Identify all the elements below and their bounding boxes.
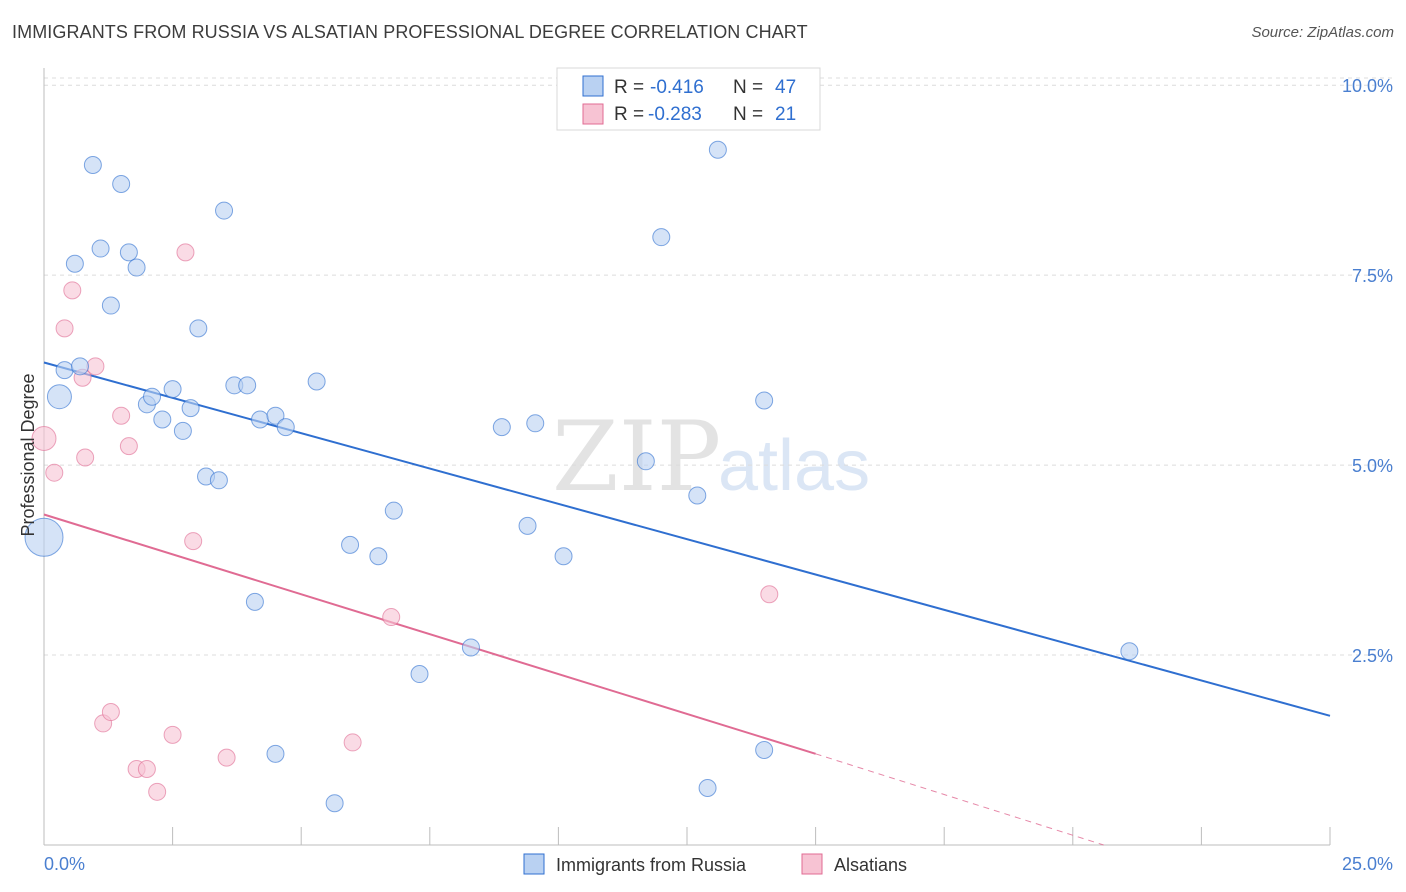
x-tick-label-min: 0.0%	[44, 854, 85, 874]
point-russia	[112, 174, 131, 193]
point-alsatian	[31, 426, 57, 452]
chart-title: IMMIGRANTS FROM RUSSIA VS ALSATIAN PROFE…	[12, 22, 808, 42]
axes	[43, 68, 1331, 846]
point-alsatian	[148, 782, 167, 801]
point-russia	[526, 414, 545, 433]
bottom-legend-label-alsatian: Alsatians	[834, 855, 907, 875]
point-russia	[24, 517, 64, 557]
point-russia	[652, 228, 671, 247]
point-alsatian	[45, 463, 64, 482]
gridlines	[44, 77, 1392, 656]
point-russia	[91, 239, 110, 258]
point-russia	[266, 744, 285, 763]
point-alsatian	[343, 733, 362, 752]
legend-r-value-alsatian: -0.283	[648, 104, 702, 125]
point-russia	[554, 547, 573, 566]
trend-line-alsatian	[43, 513, 816, 755]
bottom-legend-swatch-russia	[523, 853, 545, 875]
point-alsatian	[63, 281, 82, 300]
legend-n-value-alsatian: 21	[775, 104, 796, 125]
point-russia	[209, 471, 228, 490]
point-russia	[55, 361, 74, 380]
point-russia	[143, 387, 162, 406]
y-tick-label: 2.5%	[1352, 646, 1393, 666]
point-russia	[276, 418, 295, 437]
point-russia	[1120, 642, 1139, 661]
legend-r-value-russia: -0.416	[650, 77, 704, 98]
y-tick-label: 10.0%	[1342, 76, 1393, 96]
point-russia	[83, 155, 102, 174]
point-russia	[163, 380, 182, 399]
legend-n-value-russia: 47	[775, 77, 796, 98]
point-alsatian	[101, 703, 120, 722]
bottom-legend-label-russia: Immigrants from Russia	[556, 855, 747, 875]
legend-swatch-alsatian	[582, 103, 604, 125]
point-russia	[410, 665, 429, 684]
point-russia	[127, 258, 146, 277]
point-alsatian	[76, 448, 95, 467]
point-russia	[755, 741, 774, 760]
source-label: Source: ZipAtlas.com	[1251, 24, 1394, 41]
point-alsatian	[86, 357, 105, 376]
trend-line-alsatian-extension	[815, 753, 1104, 846]
point-russia	[251, 410, 270, 429]
y-tick-labels: 2.5% 5.0% 7.5% 10.0%	[1342, 76, 1393, 666]
point-russia	[384, 501, 403, 520]
point-alsatian	[137, 760, 156, 779]
point-russia	[266, 406, 285, 425]
point-russia	[238, 376, 257, 395]
point-russia	[71, 357, 90, 376]
point-alsatian	[55, 319, 74, 338]
point-russia	[325, 794, 344, 813]
point-russia	[755, 391, 774, 410]
point-russia	[245, 592, 264, 611]
point-russia	[46, 384, 72, 410]
point-russia	[65, 254, 84, 273]
point-russia	[173, 421, 192, 440]
point-russia	[189, 319, 208, 338]
point-russia	[341, 535, 360, 554]
bottom-legend-swatch-alsatian	[801, 853, 823, 875]
legend-swatch-russia	[582, 75, 604, 97]
point-alsatian	[184, 532, 203, 551]
point-russia	[708, 140, 727, 159]
point-russia	[101, 296, 120, 315]
point-russia	[698, 779, 717, 798]
legend-r-label-alsatian: R =	[614, 104, 644, 125]
point-alsatian	[112, 406, 131, 425]
point-alsatian	[163, 725, 182, 744]
bottom-legend: Immigrants from Russia Alsatians	[523, 853, 907, 875]
point-russia	[307, 372, 326, 391]
point-russia	[518, 516, 537, 535]
point-alsatian	[217, 748, 236, 767]
point-russia	[369, 547, 388, 566]
point-russia	[461, 638, 480, 657]
data-points	[24, 140, 1139, 813]
point-alsatian	[176, 243, 195, 262]
point-russia	[492, 418, 511, 437]
point-russia	[636, 452, 655, 471]
point-alsatian	[119, 437, 138, 456]
y-tick-label: 5.0%	[1352, 456, 1393, 476]
point-alsatian	[382, 608, 401, 627]
point-russia	[181, 399, 200, 418]
legend-r-label-russia: R =	[614, 77, 644, 98]
x-tick-label-max: 25.0%	[1342, 854, 1393, 874]
watermark-atlas: atlas	[718, 426, 870, 506]
point-russia	[153, 410, 172, 429]
legend-n-label-russia: N =	[733, 77, 763, 98]
y-tick-label: 7.5%	[1352, 266, 1393, 286]
legend-box: R = -0.416 N = 47 R = -0.283 N = 21	[556, 67, 821, 131]
legend-n-label-alsatian: N =	[733, 104, 763, 125]
point-russia	[688, 486, 707, 505]
point-alsatian	[760, 585, 779, 604]
y-axis-label: Professional Degree	[18, 373, 38, 536]
point-russia	[119, 243, 138, 262]
point-russia	[215, 201, 234, 220]
